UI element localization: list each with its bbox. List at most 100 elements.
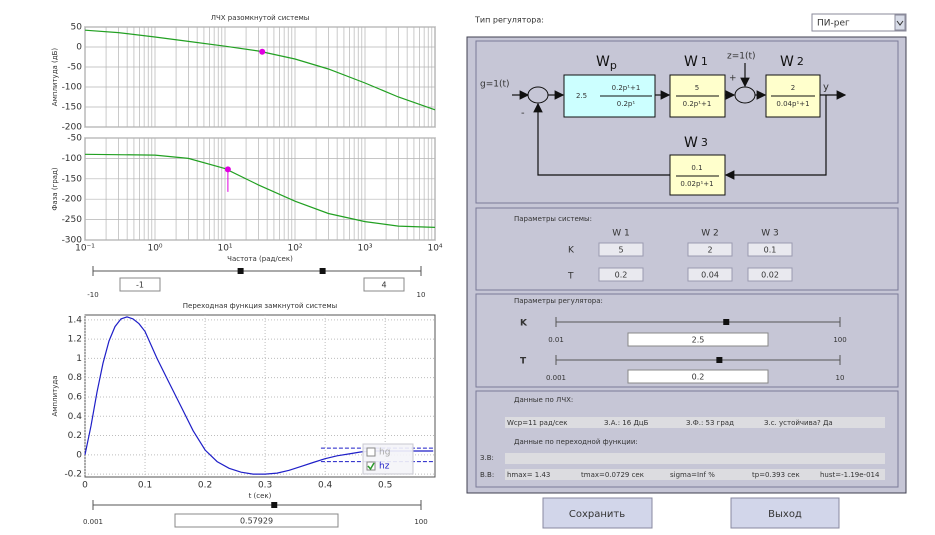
output-label: y (823, 82, 829, 93)
minus-sign: - (521, 108, 525, 119)
y-tick-label: 0.2 (68, 431, 82, 441)
w3-den: 0.02p¹+1 (680, 180, 713, 188)
controller-select[interactable] (811, 13, 907, 32)
block-name: W (780, 54, 794, 70)
param-box[interactable] (747, 242, 793, 257)
slider-thumb[interactable] (237, 268, 244, 274)
wp-gain: 2.5 (576, 92, 587, 100)
slider-thumb[interactable] (716, 357, 723, 363)
sum-node (734, 86, 756, 104)
legend-checkbox[interactable] (366, 461, 376, 471)
y-tick-label: -250 (62, 215, 83, 225)
y-tick-label: 0 (76, 450, 82, 460)
x-tick-label: 0.1 (138, 481, 152, 491)
slider-thumb[interactable] (319, 268, 326, 274)
y-tick-label: -150 (62, 103, 83, 113)
series-line (84, 153, 436, 228)
param-box[interactable] (598, 242, 644, 257)
system-title: Параметры системы: (514, 215, 592, 223)
exit-button-label[interactable]: Выход (768, 509, 802, 520)
w3-block (669, 154, 726, 196)
block-sub: 1 (701, 55, 708, 68)
y-tick-label: 1.4 (68, 315, 83, 325)
value-text[interactable]: 4 (381, 281, 386, 290)
slider-thumb[interactable] (723, 319, 730, 325)
lch-item: З.Ф.: 53 град (686, 419, 734, 427)
plot-area (84, 26, 436, 128)
step-item: tp=0.393 сек (752, 471, 800, 479)
value-text[interactable]: 0.57929 (240, 517, 273, 526)
param-value[interactable]: 0.04 (701, 271, 719, 280)
disturbance-label: z=1(t) (727, 52, 756, 62)
t-label: T (520, 357, 527, 367)
y-tick-label: -100 (62, 83, 83, 93)
save-button-label[interactable]: Сохранить (569, 509, 625, 520)
value-text[interactable]: -1 (136, 281, 144, 290)
value-box[interactable] (627, 369, 769, 384)
x-axis-label: t (сек) (249, 492, 272, 500)
controller-value[interactable]: ПИ-рег (817, 19, 850, 29)
y-tick-label: -200 (62, 195, 83, 205)
exit-button[interactable] (730, 497, 840, 529)
slider-min: 0.001 (546, 374, 566, 382)
zv-label: З.В: (480, 454, 494, 462)
slider-thumb[interactable] (271, 502, 278, 508)
wp-title: Wp (596, 54, 617, 72)
slider-min: 0.01 (548, 336, 564, 344)
slider-max: 100 (833, 336, 846, 344)
save-button[interactable] (542, 497, 653, 529)
value-text[interactable]: 2.5 (692, 336, 705, 345)
wire (724, 95, 827, 180)
param-box[interactable] (747, 267, 793, 282)
legend-label: hz (379, 462, 390, 472)
lch-item: Wcp=11 рад/сек (507, 419, 568, 427)
block-name: W (684, 135, 698, 151)
param-box[interactable] (687, 242, 733, 257)
value-box[interactable] (174, 513, 339, 528)
param-value[interactable]: 0.2 (615, 271, 628, 280)
value-box[interactable] (363, 277, 405, 292)
slider-max: 10 (417, 291, 426, 299)
y-tick-label: 0.4 (68, 412, 83, 422)
y-tick-label: -50 (67, 134, 82, 144)
param-value[interactable]: 0.1 (764, 246, 777, 255)
legend-label: hg (379, 448, 390, 458)
slider-min: -10 (87, 291, 98, 299)
x-tick-label: 0.4 (318, 481, 333, 491)
y-tick-label: -200 (62, 123, 83, 133)
value-box[interactable] (627, 332, 769, 347)
x-tick-label: 0.5 (378, 481, 392, 491)
block-sub: 3 (701, 136, 708, 149)
param-value[interactable]: 0.02 (761, 271, 779, 280)
legend-checkbox[interactable] (366, 447, 376, 457)
value-box[interactable] (119, 277, 161, 292)
param-box[interactable] (687, 267, 733, 282)
lch-title: Данные по ЛЧХ: (514, 396, 573, 404)
y-tick-label: 0.8 (68, 373, 83, 383)
param-value[interactable]: 5 (618, 246, 623, 255)
x-axis-label: Частота (рад/сек) (227, 255, 293, 263)
column-header: W 1 (612, 229, 630, 239)
param-value[interactable]: 2 (707, 246, 712, 255)
y-tick-label: 1.2 (68, 335, 82, 345)
y-axis-label: Амплитуда (51, 375, 59, 416)
step-title: Данные по переходной функции: (514, 438, 638, 446)
y-axis-label: Фаза (град) (51, 167, 59, 211)
chart-title: Переходная функция замкнутой системы (183, 302, 337, 310)
vv-strip (505, 469, 885, 480)
dropdown-button[interactable] (894, 14, 906, 31)
w2-den: 0.04p¹+1 (776, 100, 809, 108)
x-tick-label: 0 (82, 481, 88, 491)
param-box[interactable] (598, 267, 644, 282)
y-tick-label: -150 (62, 174, 83, 184)
plus-sign: + (729, 74, 737, 84)
block-name: W (596, 54, 610, 70)
zv-strip (505, 453, 885, 464)
regulator-title: Параметры регулятора: (514, 297, 603, 305)
slider-max: 10 (836, 374, 845, 382)
value-text[interactable]: 0.2 (692, 373, 705, 382)
y-tick-label: -300 (62, 236, 83, 246)
